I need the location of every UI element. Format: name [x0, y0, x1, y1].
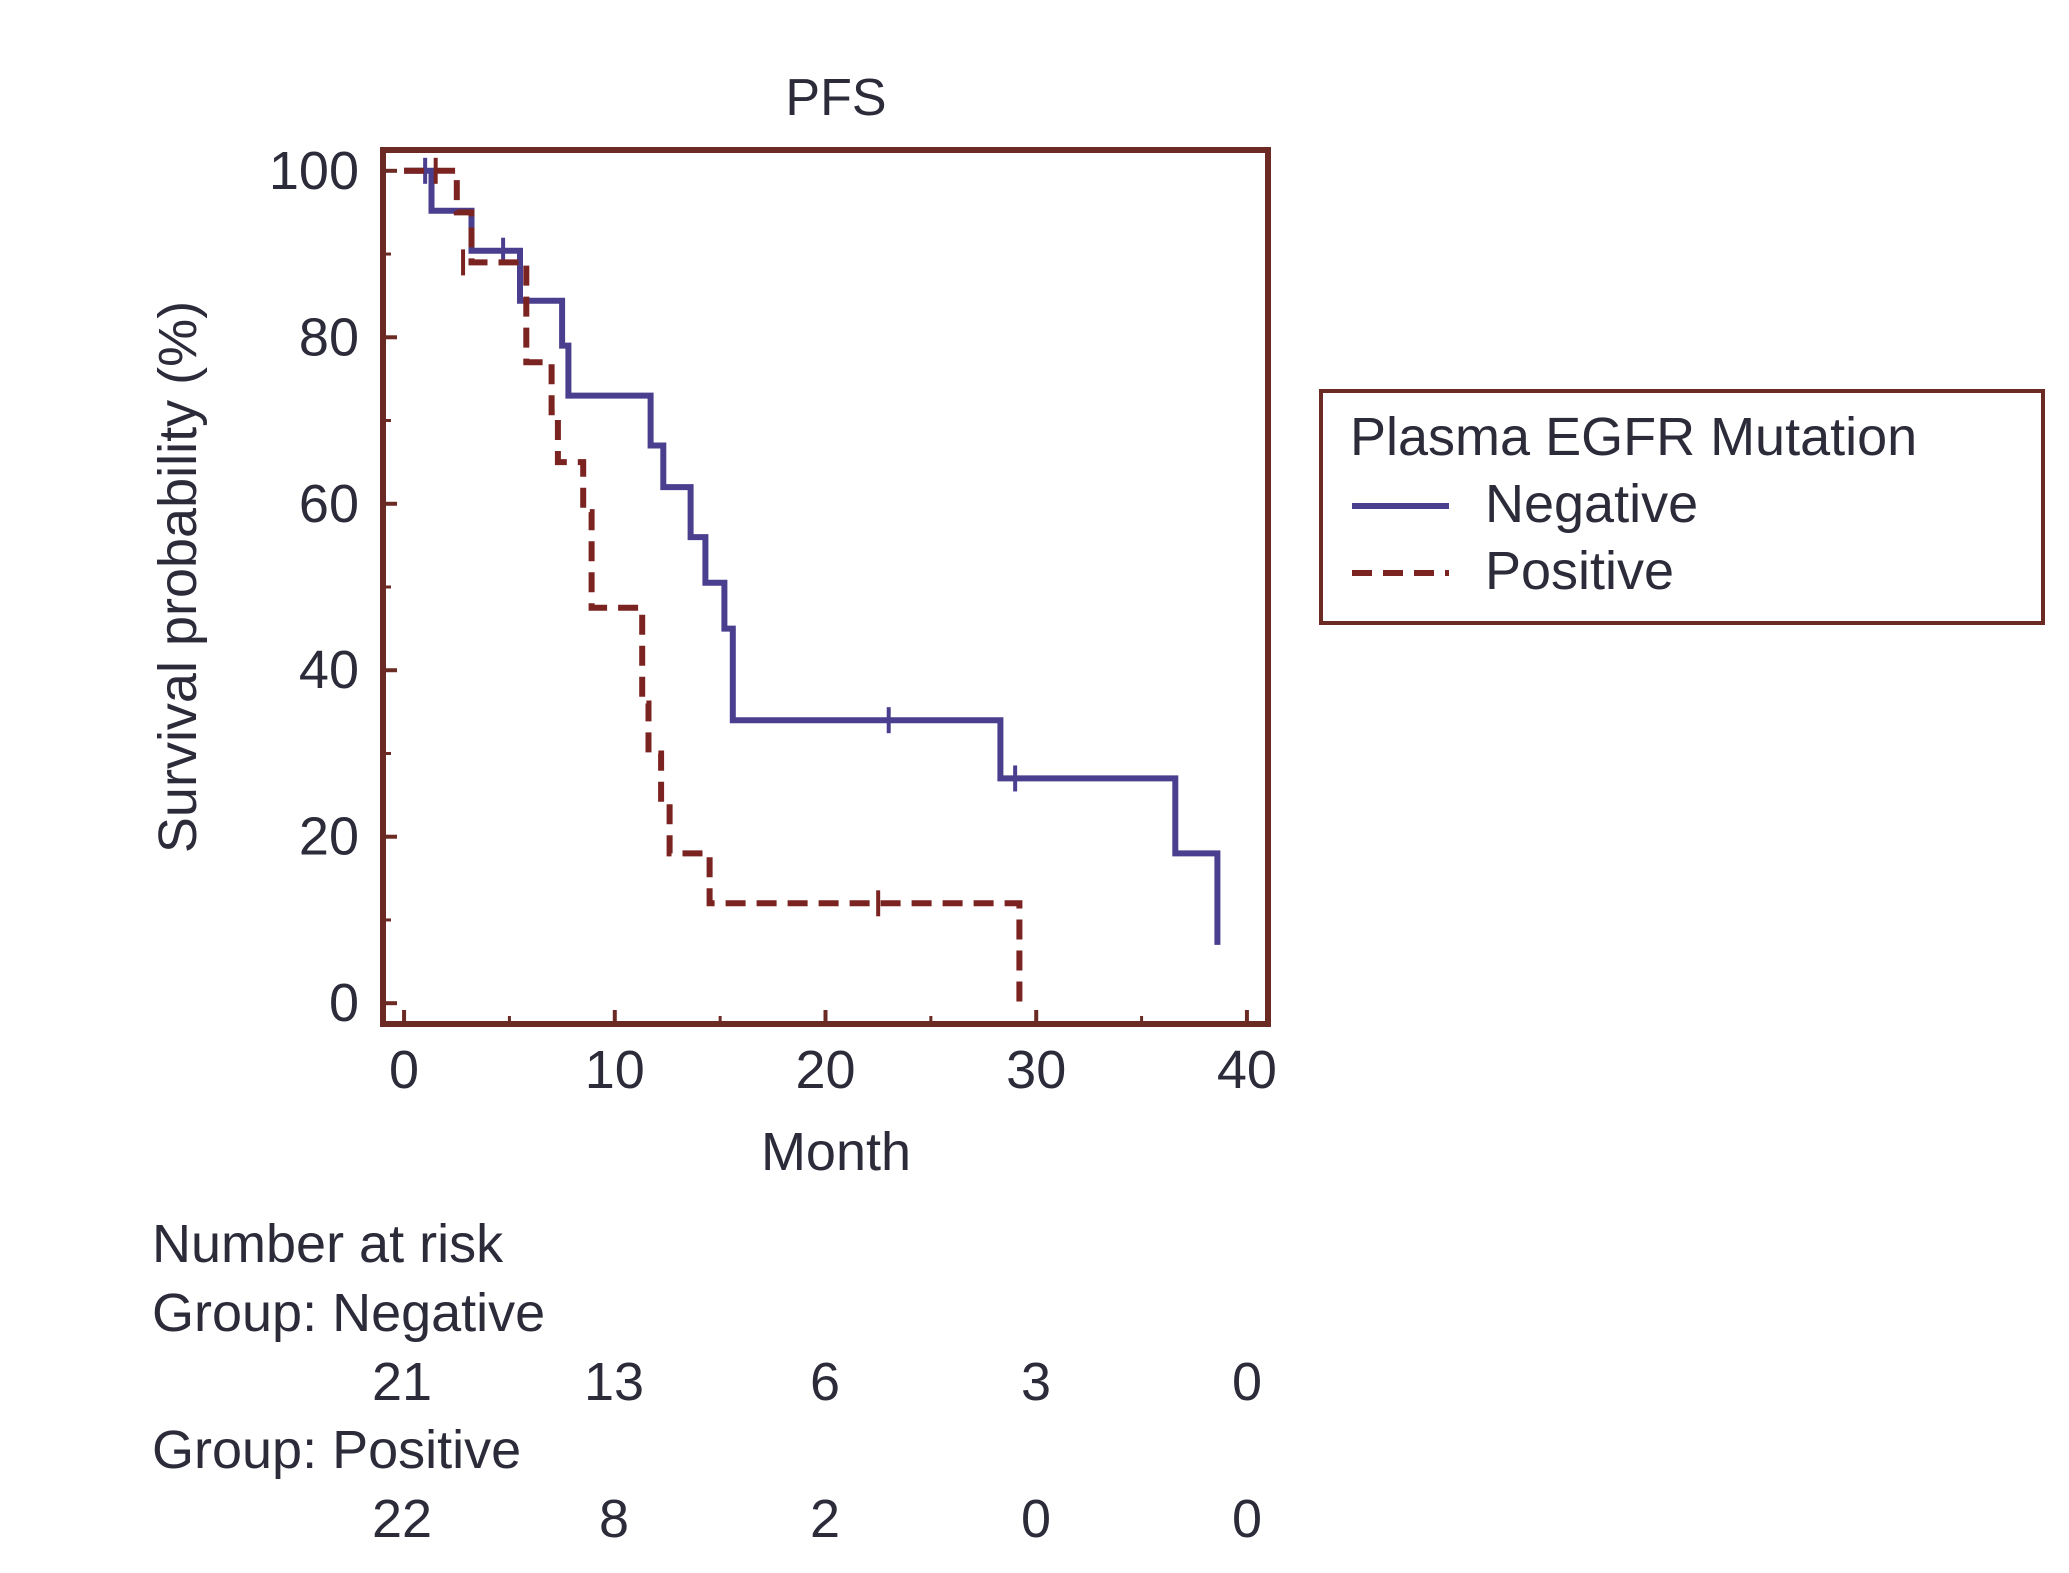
risk-group-positive-label: Group: Positive — [152, 1420, 522, 1480]
risk-table-heading: Number at risk — [152, 1214, 504, 1274]
series-line-negative — [404, 167, 1221, 945]
risk-positive-t0: 22 — [371, 1489, 433, 1549]
y-tick-label-40: 40 — [299, 640, 359, 700]
x-tick-label-0: 0 — [389, 1040, 419, 1100]
y-tick-label-20: 20 — [299, 807, 359, 867]
risk-negative-t40: 0 — [1231, 1352, 1263, 1412]
chart-title: PFS — [785, 69, 886, 127]
risk-negative-t10: 13 — [583, 1352, 645, 1412]
y-tick-label-100: 100 — [269, 141, 359, 201]
legend-title: Plasma EGFR Mutation — [1350, 407, 1917, 467]
risk-group-negative-label: Group: Negative — [152, 1283, 546, 1343]
x-tick-label-10: 10 — [585, 1040, 645, 1100]
legend: Plasma EGFR Mutation Negative Positive — [1319, 389, 2045, 625]
x-axis-ticks: 0 10 20 30 40 — [389, 1010, 1277, 1100]
y-axis-ticks: 0 20 40 60 80 100 — [269, 141, 397, 1033]
legend-label-positive: Positive — [1485, 541, 1674, 601]
y-tick-label-60: 60 — [299, 474, 359, 534]
y-tick-label-0: 0 — [329, 973, 359, 1033]
risk-positive-t20: 2 — [809, 1489, 841, 1549]
plot-marks — [404, 157, 1221, 1004]
x-tick-label-30: 30 — [1006, 1040, 1066, 1100]
y-tick-label-80: 80 — [299, 307, 359, 367]
risk-negative-t20: 6 — [809, 1352, 841, 1412]
legend-label-negative: Negative — [1485, 474, 1698, 534]
risk-negative-t30: 3 — [1020, 1352, 1052, 1412]
x-axis-label: Month — [761, 1122, 911, 1182]
risk-positive-t30: 0 — [1020, 1489, 1052, 1549]
y-axis-label: Survival probability (%) — [148, 301, 208, 853]
risk-positive-t10: 8 — [598, 1489, 630, 1549]
plot-frame — [380, 147, 1271, 1027]
risk-negative-t0: 21 — [371, 1352, 433, 1412]
risk-positive-t40: 0 — [1231, 1489, 1263, 1549]
series-line-positive — [404, 167, 1023, 1004]
x-tick-label-40: 40 — [1217, 1040, 1277, 1100]
x-tick-label-20: 20 — [795, 1040, 855, 1100]
